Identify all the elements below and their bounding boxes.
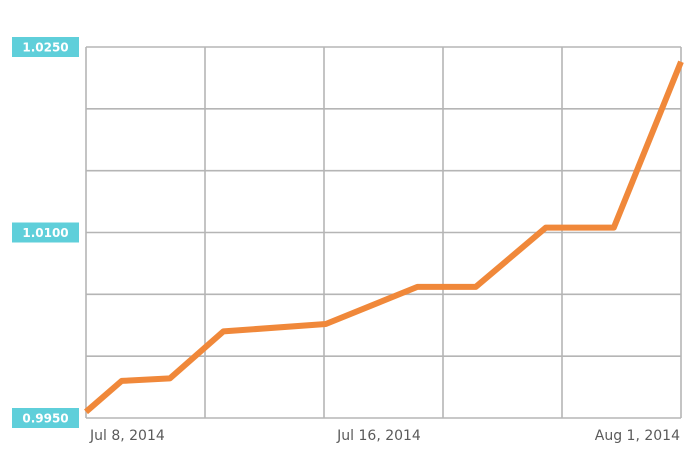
series-layer bbox=[84, 60, 684, 415]
y-tick: 0.9950 bbox=[12, 408, 79, 428]
y-tick-badge bbox=[12, 37, 79, 57]
x-tick-label: Jul 16, 2014 bbox=[336, 428, 421, 444]
x-axis-ticks: Jul 8, 2014 Jul 16, 2014 Aug 1, 2014 bbox=[89, 428, 680, 444]
y-tick: 1.0100 bbox=[12, 222, 79, 243]
y-tick-label: 0.9950 bbox=[22, 412, 68, 426]
y-tick-badge bbox=[12, 408, 79, 428]
series-line bbox=[84, 60, 684, 415]
x-tick-label: Aug 1, 2014 bbox=[595, 428, 680, 444]
y-axis-ticks: 0.9950 1.0100 1.0250 bbox=[12, 37, 79, 428]
y-tick: 1.0250 bbox=[12, 37, 79, 57]
x-tick-label: Jul 8, 2014 bbox=[89, 428, 165, 444]
grid bbox=[85, 46, 682, 419]
y-tick-label: 1.0100 bbox=[22, 226, 68, 240]
y-tick-label: 1.0250 bbox=[22, 41, 68, 55]
y-tick-badge bbox=[12, 222, 79, 243]
